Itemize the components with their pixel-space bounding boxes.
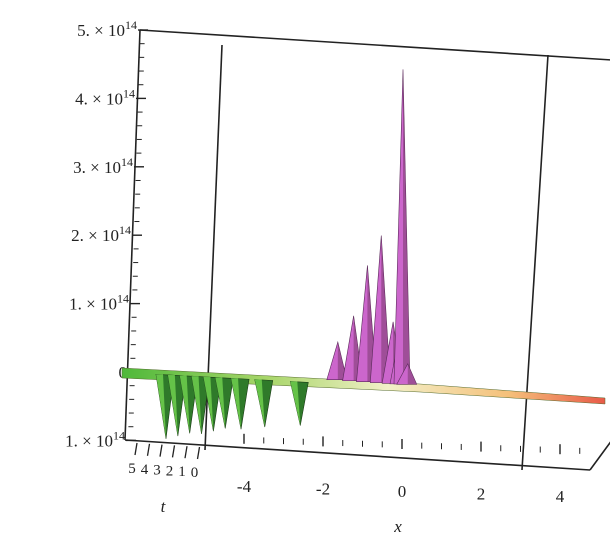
z-axis: 5. × 1014 4. × 1014 3. × 1014 2. × 1014 1. ×… bbox=[65, 18, 148, 450]
t-tick-label: 3 bbox=[153, 463, 161, 479]
t-tick-label: 1 bbox=[178, 464, 186, 480]
x-tick-label: 0 bbox=[398, 482, 407, 501]
t-tick-label: 2 bbox=[166, 463, 174, 479]
surface-sheet bbox=[121, 367, 606, 405]
negative-spikes bbox=[155, 373, 309, 439]
z-tick-label: 2. × 1014 bbox=[71, 223, 131, 245]
t-tick-mark bbox=[196, 446, 201, 460]
t-tick-mark bbox=[171, 445, 176, 458]
x-tick-label: 4 bbox=[556, 487, 565, 506]
x-tick-label: 2 bbox=[477, 485, 486, 504]
t-tick-label: 5 bbox=[128, 461, 136, 477]
negative-spike-highlight bbox=[191, 376, 202, 434]
positive-spikes bbox=[326, 69, 418, 385]
x-axis-label: x bbox=[393, 517, 402, 536]
t-tick-label: 4 bbox=[141, 462, 149, 478]
positive-spike-shade bbox=[367, 265, 377, 382]
x-axis: -4 -2 0 2 4 bbox=[237, 433, 581, 506]
negative-spike-highlight bbox=[203, 376, 214, 432]
z-tick-label: 1. × 1014 bbox=[69, 292, 129, 314]
negative-spike-highlight bbox=[156, 374, 166, 439]
negative-spike-highlight bbox=[231, 378, 242, 430]
z-tick-label: 1. × 1014 bbox=[65, 428, 125, 450]
t-tick-mark bbox=[146, 443, 151, 456]
t-tick-label: 0 bbox=[191, 465, 199, 481]
z-tick-label: 3. × 1014 bbox=[73, 155, 133, 177]
negative-spike-highlight bbox=[290, 381, 301, 426]
positive-spike-shade bbox=[407, 363, 417, 385]
z-tick-label: 5. × 1014 bbox=[77, 18, 137, 40]
z-tick-label: 4. × 1014 bbox=[75, 86, 135, 108]
t-tick-mark bbox=[184, 446, 188, 459]
positive-spike-shade bbox=[403, 69, 410, 385]
t-tick-mark bbox=[159, 444, 163, 457]
t-axis-label: t bbox=[161, 497, 167, 516]
x-tick-label: -2 bbox=[316, 479, 330, 498]
positive-spike-shade bbox=[381, 235, 391, 383]
negative-spike-highlight bbox=[167, 374, 178, 437]
x-tick-label: -4 bbox=[237, 477, 252, 496]
negative-spike-highlight bbox=[215, 377, 226, 429]
negative-spike-highlight bbox=[179, 375, 190, 434]
negative-spike-highlight bbox=[254, 379, 265, 428]
t-tick-mark bbox=[134, 442, 138, 456]
